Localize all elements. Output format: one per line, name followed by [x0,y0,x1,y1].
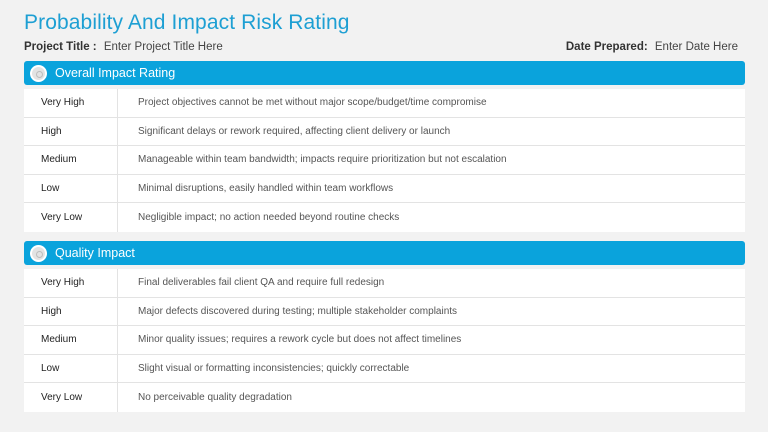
rating-level: Low [24,354,118,383]
date-prepared-field: Date Prepared: Enter Date Here [566,41,738,53]
rating-level: Medium [24,326,118,354]
rating-level: High [24,117,118,146]
rating-description: Slight visual or formatting inconsistenc… [138,363,410,375]
table-row: Medium Manageable within team bandwidth;… [24,146,745,175]
table-row: Very High Final deliverables fail client… [24,269,745,298]
rating-level: Low [24,174,118,203]
section-title: Quality Impact [55,246,135,260]
date-prepared-label: Date Prepared: [565,41,648,53]
table-row: Very High Project objectives cannot be m… [24,89,745,118]
rating-level: Very Low [24,383,118,412]
project-title-value[interactable]: Enter Project Title Here [103,41,223,53]
section-overall-impact: Overall Impact Rating Very High Project … [24,61,745,232]
section-header: Quality Impact [24,241,745,265]
rating-description: Minimal disruptions, easily handled with… [138,183,394,195]
circle-badge-icon [30,64,47,82]
section-title: Overall Impact Rating [55,66,176,80]
rating-description: Project objectives cannot be met without… [138,97,487,109]
page-title: Probability And Impact Risk Rating [24,11,350,34]
rating-description: No perceivable quality degradation [138,392,292,404]
table-row: High Significant delays or rework requir… [24,117,745,147]
date-prepared-value[interactable]: Enter Date Here [654,41,738,53]
section-quality-impact: Quality Impact Very High Final deliverab… [24,241,745,412]
table-row: Very Low No perceivable quality degradat… [24,383,745,412]
rating-level: Very High [24,89,118,117]
rating-table: Very High Project objectives cannot be m… [24,89,745,232]
table-row: Very Low Negligible impact; no action ne… [24,203,745,232]
meta-row: Project Title : Enter Project Title Here… [24,41,738,57]
table-row: Low Minimal disruptions, easily handled … [24,174,745,204]
section-header: Overall Impact Rating [24,61,745,85]
rating-description: Negligible impact; no action needed beyo… [138,212,400,224]
rating-description: Manageable within team bandwidth; impact… [138,154,507,166]
table-row: Medium Minor quality issues; requires a … [24,326,745,355]
project-title-label: Project Title : [24,41,97,53]
project-title-field: Project Title : Enter Project Title Here [24,41,223,53]
table-row: High Major defects discovered during tes… [24,297,745,327]
rating-description: Minor quality issues; requires a rework … [138,334,462,346]
rating-description: Significant delays or rework required, a… [138,125,451,137]
rating-level: High [24,297,118,326]
rating-level: Very Low [24,203,118,232]
rating-description: Major defects discovered during testing;… [138,305,458,317]
rating-level: Medium [24,146,118,174]
table-row: Low Slight visual or formatting inconsis… [24,354,745,384]
rating-level: Very High [24,269,118,297]
rating-table: Very High Final deliverables fail client… [24,269,745,412]
rating-description: Final deliverables fail client QA and re… [138,277,385,289]
circle-badge-icon [30,244,47,262]
